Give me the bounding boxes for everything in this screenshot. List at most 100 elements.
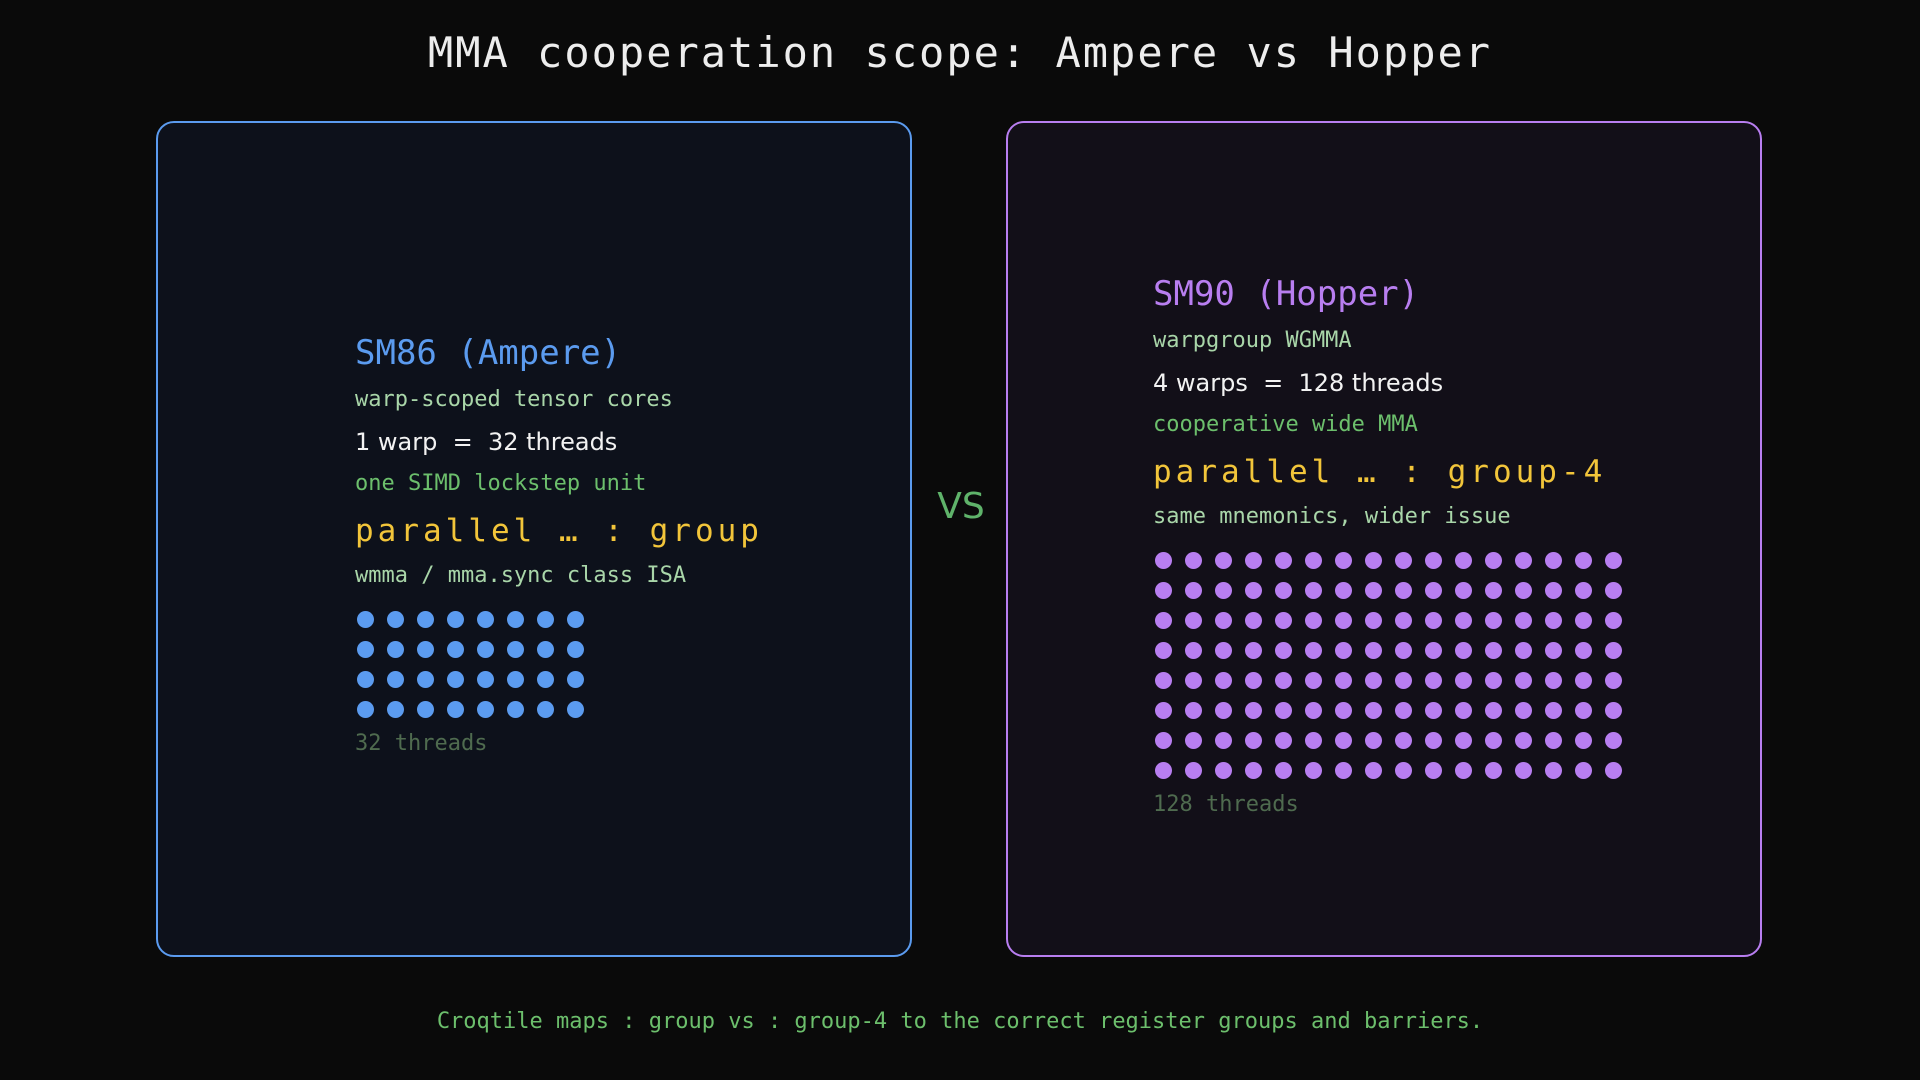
hopper-description: cooperative wide MMA — [1153, 412, 1418, 437]
hopper-thread-dot — [1275, 732, 1292, 749]
hopper-thread-dot — [1455, 762, 1472, 779]
ampere-thread-dot — [417, 641, 434, 658]
hopper-thread-dot — [1605, 672, 1622, 689]
hopper-thread-dot — [1455, 612, 1472, 629]
ampere-thread-dot — [567, 701, 584, 718]
hopper-thread-dot — [1245, 582, 1262, 599]
hopper-thread-dot — [1215, 672, 1232, 689]
hopper-thread-dot — [1515, 732, 1532, 749]
hopper-thread-dot — [1605, 582, 1622, 599]
hopper-thread-dot — [1395, 612, 1412, 629]
ampere-count-line: 1 warp = 32 threads — [355, 428, 618, 456]
ampere-thread-dot — [357, 671, 374, 688]
hopper-thread-dot — [1515, 612, 1532, 629]
ampere-thread-dot — [567, 671, 584, 688]
hopper-thread-dot — [1185, 642, 1202, 659]
hopper-thread-dot — [1485, 642, 1502, 659]
ampere-thread-dot — [447, 641, 464, 658]
hopper-thread-dot — [1485, 552, 1502, 569]
hopper-thread-dot — [1365, 642, 1382, 659]
hopper-thread-dot — [1425, 552, 1442, 569]
hopper-thread-dot — [1425, 612, 1442, 629]
ampere-thread-dot — [537, 671, 554, 688]
ampere-thread-footnote: 32 threads — [355, 731, 488, 756]
hopper-thread-dot — [1515, 762, 1532, 779]
hopper-thread-dot — [1245, 612, 1262, 629]
hopper-thread-dot — [1455, 732, 1472, 749]
ampere-thread-dot — [387, 611, 404, 628]
hopper-thread-dot — [1365, 762, 1382, 779]
hopper-thread-dot — [1335, 552, 1352, 569]
hopper-thread-dot — [1275, 552, 1292, 569]
hopper-thread-dot — [1605, 552, 1622, 569]
hopper-thread-dot — [1215, 612, 1232, 629]
hopper-thread-dot — [1215, 702, 1232, 719]
ampere-thread-dot — [477, 611, 494, 628]
hopper-thread-dot — [1575, 612, 1592, 629]
hopper-thread-dot — [1305, 762, 1322, 779]
hopper-thread-dot — [1605, 642, 1622, 659]
hopper-thread-dot — [1155, 552, 1172, 569]
ampere-thread-dot — [477, 701, 494, 718]
hopper-thread-dot — [1305, 582, 1322, 599]
hopper-thread-dot — [1395, 582, 1412, 599]
ampere-heading: SM86 (Ampere) — [355, 333, 622, 373]
ampere-thread-dot — [567, 611, 584, 628]
ampere-thread-dot — [387, 701, 404, 718]
hopper-thread-dot — [1215, 642, 1232, 659]
hopper-thread-dot — [1575, 762, 1592, 779]
hopper-thread-dot — [1185, 552, 1202, 569]
hopper-thread-dot — [1185, 762, 1202, 779]
hopper-thread-dot — [1395, 672, 1412, 689]
hopper-thread-dot — [1275, 762, 1292, 779]
hopper-thread-dot — [1485, 762, 1502, 779]
hopper-thread-dot — [1455, 672, 1472, 689]
hopper-thread-grid — [1153, 546, 1633, 786]
hopper-thread-dot — [1515, 672, 1532, 689]
hopper-thread-dot — [1365, 702, 1382, 719]
ampere-thread-dot — [537, 701, 554, 718]
ampere-thread-dot — [507, 671, 524, 688]
hopper-content: SM90 (Hopper) warpgroup WGMMA 4 warps = … — [1153, 272, 1633, 820]
hopper-thread-dot — [1365, 582, 1382, 599]
hopper-thread-dot — [1335, 762, 1352, 779]
ampere-thread-dot — [417, 701, 434, 718]
hopper-panel: SM90 (Hopper) warpgroup WGMMA 4 warps = … — [1006, 121, 1762, 957]
hopper-thread-dot — [1275, 612, 1292, 629]
ampere-thread-dot — [507, 701, 524, 718]
hopper-thread-dot — [1425, 642, 1442, 659]
hopper-thread-dot — [1305, 672, 1322, 689]
ampere-thread-dot — [507, 641, 524, 658]
hopper-count-line: 4 warps = 128 threads — [1153, 369, 1444, 397]
hopper-thread-dot — [1335, 672, 1352, 689]
hopper-thread-dot — [1245, 552, 1262, 569]
hopper-thread-dot — [1545, 702, 1562, 719]
hopper-thread-dot — [1275, 672, 1292, 689]
ampere-thread-dot — [357, 701, 374, 718]
hopper-thread-dot — [1305, 702, 1322, 719]
ampere-content: SM86 (Ampere) warp-scoped tensor cores 1… — [355, 331, 763, 759]
ampere-thread-dot — [537, 611, 554, 628]
hopper-thread-dot — [1425, 702, 1442, 719]
hopper-thread-dot — [1305, 642, 1322, 659]
ampere-thread-dot — [567, 641, 584, 658]
ampere-thread-dot — [417, 671, 434, 688]
vs-label: VS — [937, 486, 985, 527]
hopper-thread-dot — [1185, 672, 1202, 689]
hopper-thread-dot — [1425, 672, 1442, 689]
hopper-thread-dot — [1515, 552, 1532, 569]
hopper-isa: same mnemonics, wider issue — [1153, 504, 1511, 529]
hopper-thread-dot — [1335, 582, 1352, 599]
hopper-thread-dot — [1365, 552, 1382, 569]
ampere-isa: wmma / mma.sync class ISA — [355, 563, 687, 588]
hopper-thread-dot — [1545, 612, 1562, 629]
hopper-thread-dot — [1545, 762, 1562, 779]
hopper-thread-dot — [1155, 642, 1172, 659]
hopper-thread-dot — [1575, 552, 1592, 569]
ampere-description: one SIMD lockstep unit — [355, 471, 647, 496]
diagram-title: MMA cooperation scope: Ampere vs Hopper — [427, 28, 1493, 77]
hopper-thread-dot — [1515, 702, 1532, 719]
hopper-thread-dot — [1395, 642, 1412, 659]
hopper-thread-dot — [1545, 552, 1562, 569]
hopper-thread-dot — [1185, 732, 1202, 749]
